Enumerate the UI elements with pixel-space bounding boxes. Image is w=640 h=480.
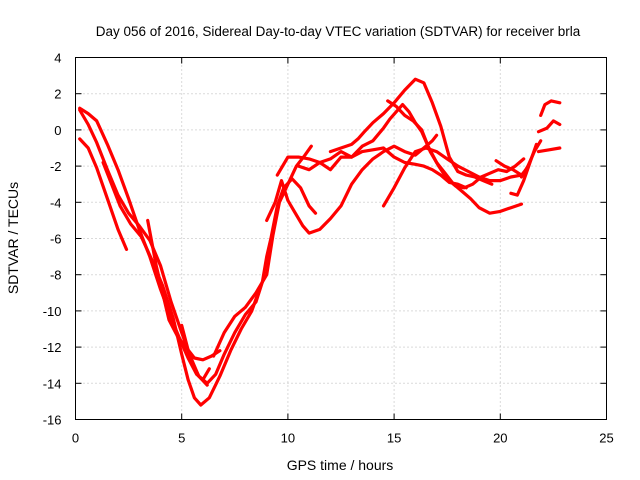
series-arc-8: [265, 133, 439, 235]
y-tick-label: -14: [43, 376, 62, 391]
y-tick-label: 2: [54, 87, 61, 102]
y-tick-label: -4: [50, 195, 62, 210]
series-arc-13: [386, 99, 526, 190]
grid: [75, 57, 607, 420]
series-arc-6: [180, 177, 318, 385]
series-arc-5: [146, 218, 222, 362]
series-arc-18: [536, 119, 562, 134]
series-arc-19: [539, 99, 562, 118]
series-arc-7: [212, 144, 313, 358]
series-arc-12: [381, 146, 524, 208]
plot-frame: [75, 57, 607, 420]
x-tick-label: 10: [281, 431, 295, 446]
series-arc-3: [78, 137, 129, 251]
series-arc-4: [101, 160, 260, 407]
x-tick-label: 0: [72, 431, 79, 446]
x-tick-label: 20: [493, 431, 507, 446]
axis-ticks: 0 5 10 15 20 25 -16 -14 -12 -10 -8 -6 -4 -2 0 2 4: [43, 51, 614, 446]
series-arc-9: [275, 146, 468, 190]
y-tick-label: -16: [43, 413, 62, 428]
x-tick-label: 5: [178, 431, 185, 446]
y-tick-label: -6: [50, 232, 62, 247]
plot-series: [78, 77, 562, 407]
y-axis-label: SDTVAR / TECUs: [5, 182, 21, 294]
y-tick-label: -12: [43, 340, 62, 355]
series-arc-17: [536, 146, 562, 154]
x-axis-label: GPS time / hours: [287, 457, 394, 473]
y-tick-label: 0: [54, 123, 61, 138]
x-tick-label: 15: [387, 431, 401, 446]
series-arc-10: [296, 102, 524, 215]
x-tick-label: 25: [599, 431, 613, 446]
series-arc-11: [328, 77, 494, 186]
series-arc-16: [519, 139, 543, 179]
y-tick-label: -2: [50, 159, 62, 174]
y-tick-label: -10: [43, 304, 62, 319]
y-tick-label: 4: [54, 51, 61, 66]
chart-title: Day 056 of 2016, Sidereal Day-to-day VTE…: [96, 24, 581, 39]
y-tick-label: -8: [50, 268, 62, 283]
